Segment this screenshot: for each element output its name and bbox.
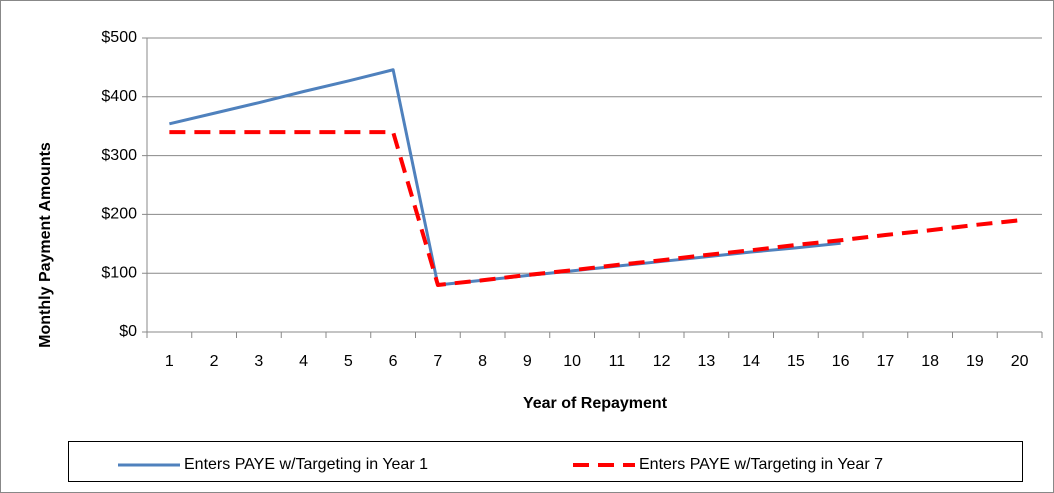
x-tick-label: 2 — [210, 353, 219, 370]
x-tick-label: 14 — [742, 353, 760, 370]
x-tick-label: 15 — [787, 353, 805, 370]
x-tick-label: 4 — [299, 353, 308, 370]
y-tick-label: $300 — [101, 147, 137, 164]
x-tick-label: 5 — [344, 353, 353, 370]
x-tick-label: 12 — [653, 353, 671, 370]
legend-label: Enters PAYE w/Targeting in Year 7 — [639, 456, 883, 473]
legend-box — [68, 441, 1023, 482]
x-tick-label: 19 — [966, 353, 984, 370]
y-tick-label: $400 — [101, 88, 137, 105]
x-tick-label: 20 — [1011, 353, 1029, 370]
y-tick-label: $200 — [101, 206, 137, 223]
x-tick-label: 11 — [609, 353, 626, 370]
legend-label: Enters PAYE w/Targeting in Year 1 — [184, 456, 428, 473]
x-tick-label: 17 — [876, 353, 894, 370]
x-tick-label: 13 — [697, 353, 715, 370]
x-tick-label: 10 — [563, 353, 581, 370]
x-axis-label: Year of Repayment — [523, 395, 668, 412]
x-tick-label: 3 — [254, 353, 263, 370]
y-tick-label: $0 — [119, 323, 137, 340]
y-axis-label: Monthly Payment Amounts — [37, 142, 54, 348]
y-tick-label: $500 — [101, 29, 137, 46]
x-tick-label: 1 — [165, 353, 174, 370]
x-tick-label: 9 — [523, 353, 532, 370]
series-line — [169, 130, 1020, 287]
y-tick-label: $100 — [101, 264, 137, 281]
x-tick-label: 8 — [478, 353, 487, 370]
x-tick-label: 18 — [921, 353, 939, 370]
x-tick-label: 7 — [433, 353, 442, 370]
x-tick-label: 6 — [389, 353, 398, 370]
x-tick-label: 16 — [832, 353, 850, 370]
